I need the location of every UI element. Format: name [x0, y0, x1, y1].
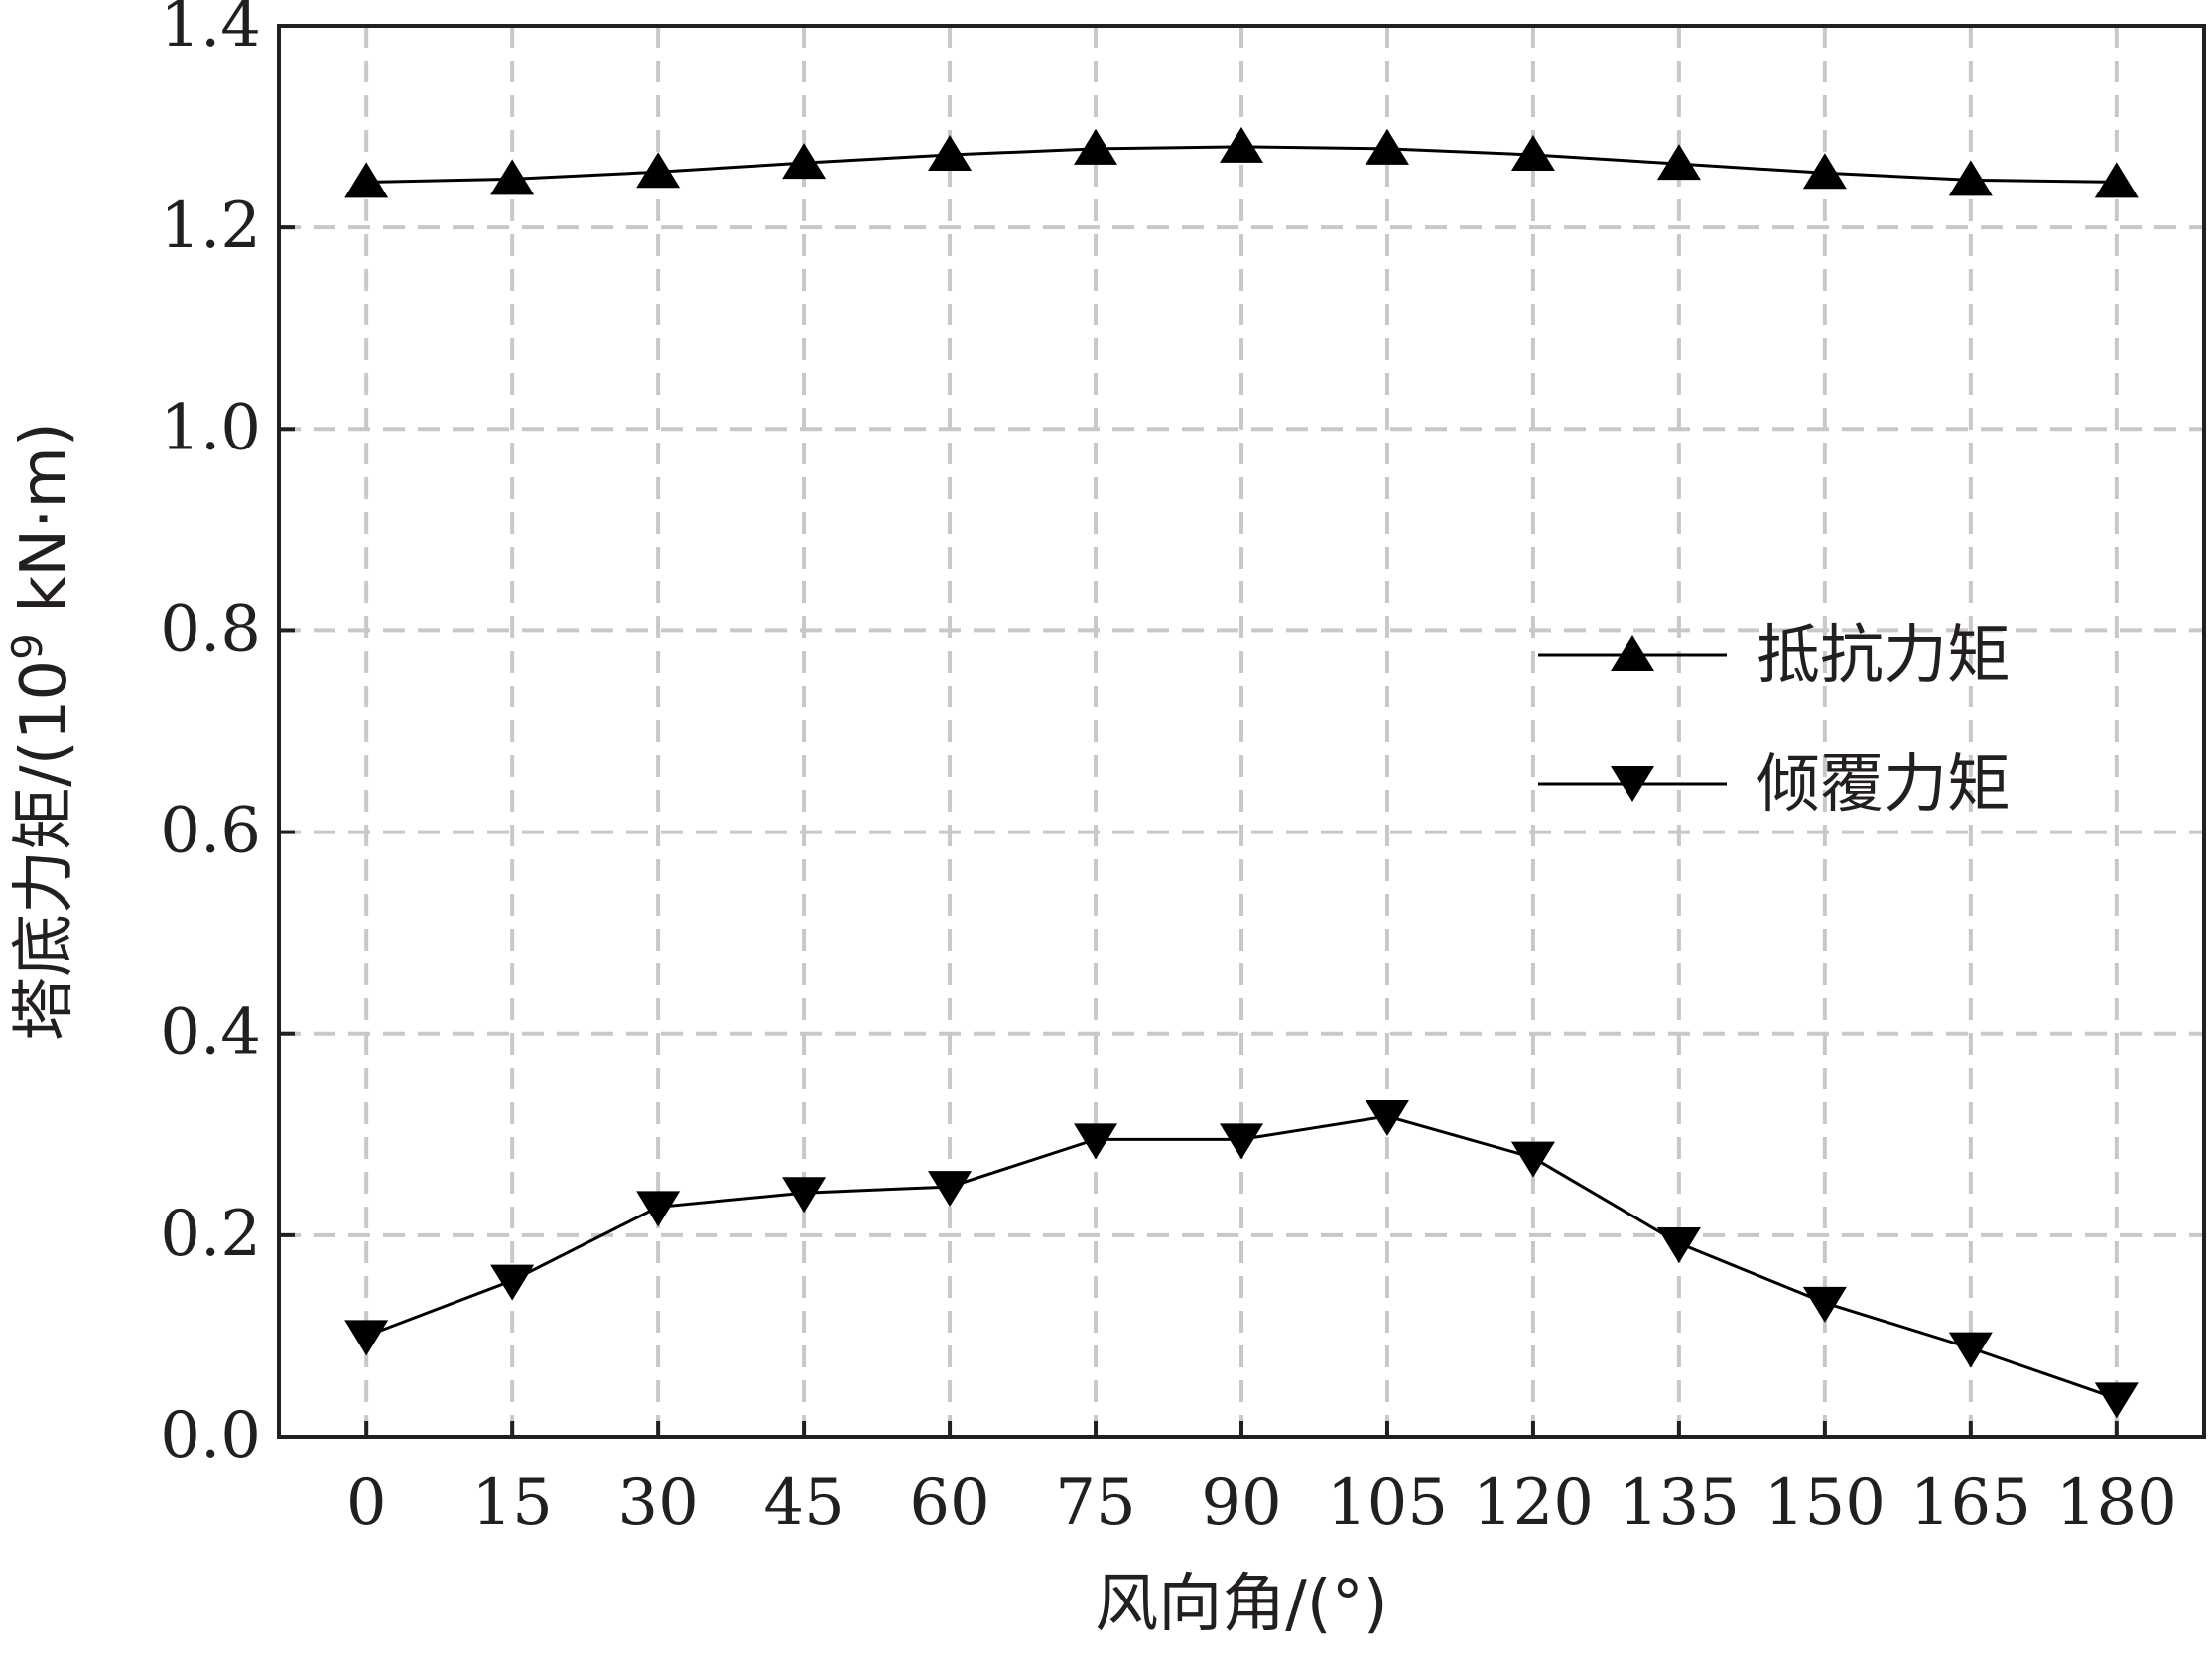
- x-tick-label: 0: [346, 1467, 387, 1540]
- data-point: [782, 1177, 827, 1214]
- data-point: [490, 1264, 535, 1301]
- data-point: [1656, 1226, 1701, 1263]
- y-tick-label: 0.6: [160, 795, 261, 868]
- x-tick-label: 30: [617, 1467, 698, 1540]
- legend-label-resisting: 抵抗力矩: [1757, 619, 2011, 693]
- legend-item-overturning-moment: 倾覆力矩: [1538, 748, 2011, 822]
- data-point: [1948, 1332, 1993, 1368]
- legend-label-overturning: 倾覆力矩: [1757, 748, 2011, 822]
- grid: [279, 26, 2204, 1437]
- data-point: [636, 1191, 681, 1227]
- x-tick-label: 75: [1055, 1467, 1135, 1540]
- y-axis-label-tail: kN·m): [8, 422, 81, 633]
- legend-marker-triangle-up: [1611, 635, 1654, 671]
- x-tick-label: 120: [1473, 1467, 1594, 1540]
- legend-item-resisting-moment: 抵抗力矩: [1538, 619, 2011, 693]
- series-group: [344, 126, 2139, 1419]
- y-axis-label: 塔底力矩/(109 kN·m): [3, 422, 81, 1041]
- data-point: [1802, 1286, 1847, 1323]
- y-tick-label: 0.0: [160, 1399, 261, 1472]
- x-tick-label: 15: [471, 1467, 552, 1540]
- data-point: [490, 159, 535, 195]
- y-tick-label: 0.2: [160, 1198, 261, 1271]
- data-point: [2094, 162, 2139, 198]
- y-tick-label: 1.2: [160, 190, 261, 263]
- data-point: [1074, 128, 1118, 165]
- data-point: [1220, 1123, 1263, 1160]
- data-point: [928, 1171, 973, 1208]
- data-point: [1074, 1123, 1118, 1160]
- x-tick-label: 45: [763, 1467, 844, 1540]
- data-point: [1365, 128, 1409, 165]
- data-point: [1656, 144, 1701, 181]
- x-axis-label: 风向角/(°): [1095, 1568, 1388, 1641]
- data-point: [782, 143, 827, 180]
- series-1: [344, 126, 2139, 198]
- data-point: [2094, 1382, 2139, 1419]
- data-point: [1948, 160, 1993, 196]
- x-tick-label: 135: [1619, 1467, 1740, 1540]
- legend-marker-triangle-down: [1611, 766, 1654, 802]
- axis-ticks: 0 15 30 45 60 75 90 105 120 135 150 165 180 0.0 0.2 0.4…: [160, 0, 2177, 1540]
- x-tick-label: 90: [1201, 1467, 1281, 1540]
- y-tick-label: 0.8: [160, 592, 261, 666]
- x-tick-label: 165: [1910, 1467, 2031, 1540]
- data-point: [344, 1320, 389, 1356]
- x-tick-label: 150: [1764, 1467, 1886, 1540]
- data-point: [1510, 1141, 1555, 1178]
- data-point: [1802, 153, 1847, 190]
- data-point: [1510, 135, 1555, 172]
- data-point: [928, 135, 973, 172]
- x-tick-label: 180: [2056, 1467, 2177, 1540]
- y-tick-label: 1.0: [160, 391, 261, 464]
- data-point: [1220, 126, 1263, 163]
- legend: 抵抗力矩 倾覆力矩: [1538, 619, 2011, 822]
- x-tick-label: 105: [1327, 1467, 1448, 1540]
- x-tick-label: 60: [909, 1467, 989, 1540]
- y-tick-label: 1.4: [160, 0, 261, 62]
- y-axis-label-sup: 9: [3, 633, 52, 660]
- data-point: [1365, 1100, 1409, 1137]
- y-axis-label-main: 塔底力矩/(10: [8, 660, 81, 1041]
- y-tick-label: 0.4: [160, 996, 261, 1070]
- data-point: [636, 152, 681, 189]
- series-2: [344, 1100, 2139, 1419]
- data-point: [344, 162, 389, 198]
